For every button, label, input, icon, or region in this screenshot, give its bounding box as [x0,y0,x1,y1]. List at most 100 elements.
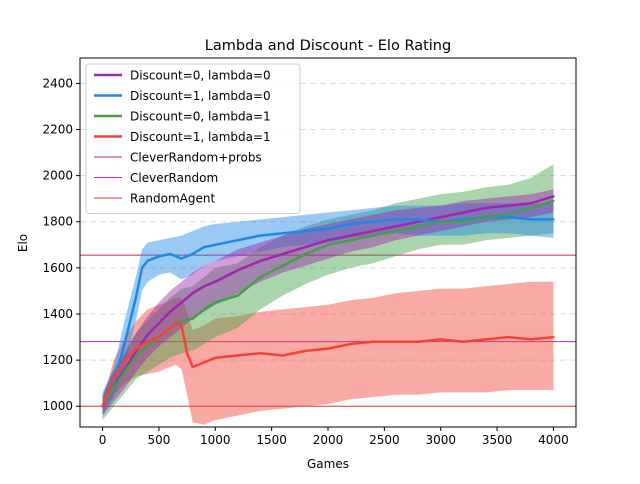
x-tick-label: 3000 [425,433,456,447]
data-point [281,232,285,235]
data-point [146,340,149,343]
data-point [191,365,194,369]
x-axis-label: Games [307,457,349,471]
data-point [326,347,330,350]
data-point [371,340,375,343]
data-point [259,275,262,279]
data-point [349,342,352,346]
data-point [236,238,240,242]
data-point [462,211,465,214]
y-tick-label: 1200 [42,353,73,367]
data-point [371,229,375,233]
data-point [202,285,206,288]
legend-label: Discount=1, lambda=1 [130,130,271,144]
data-point [371,234,375,237]
x-tick-label: 1500 [256,433,287,447]
data-point [259,352,262,355]
data-point [394,229,397,233]
data-point [146,259,149,263]
data-point [326,243,330,247]
data-point [462,218,465,221]
data-point [529,218,533,221]
data-point [180,301,183,304]
data-point [552,195,555,198]
legend-label: CleverRandom+probs [130,151,262,165]
data-point [462,340,465,343]
data-point [462,220,465,223]
data-point [507,335,510,339]
y-axis-label: Elo [16,234,30,252]
data-point [259,259,262,263]
data-point [349,234,352,237]
data-point [416,218,420,221]
legend-label: Discount=0, lambda=0 [130,69,271,83]
data-point [180,319,183,323]
data-point [180,257,183,260]
x-tick-label: 2500 [369,433,400,447]
data-point [304,252,307,256]
data-point [326,238,330,242]
data-point [507,204,510,207]
data-point [191,317,194,320]
data-point [202,245,206,249]
data-point [135,354,138,357]
data-point [191,252,194,256]
data-point [185,352,189,355]
data-point [281,252,285,256]
data-point [191,292,194,295]
series-line [101,199,554,407]
data-point [507,213,510,217]
x-tick-label: 1000 [200,433,231,447]
data-point [529,338,533,341]
data-point [123,358,127,362]
data-point [349,238,352,242]
legend-label: Discount=0, lambda=1 [130,110,271,124]
x-tick-label: 0 [99,433,107,447]
data-point [304,349,307,353]
x-tick-label: 500 [147,433,170,447]
data-point [371,220,375,223]
data-point [135,347,138,350]
data-point [101,405,104,408]
data-point [507,215,510,219]
data-point [214,356,217,360]
data-point [416,340,420,343]
data-point [236,268,240,272]
data-point [394,225,397,228]
series-line [101,195,554,407]
x-tick-label: 3500 [482,433,513,447]
data-point [202,308,206,311]
data-point [529,206,533,210]
data-point [214,301,217,304]
data-point [281,354,285,357]
data-point [259,234,262,237]
data-point [484,215,488,219]
data-point [326,227,330,230]
confidence-band [102,281,554,425]
data-point [439,338,442,341]
x-tick-label: 2000 [313,433,344,447]
series-line [101,321,554,407]
data-point [174,322,178,325]
data-point [146,333,149,336]
x-tick-label: 4000 [538,433,569,447]
data-point [168,326,172,330]
legend-box [85,63,301,214]
data-point [135,294,138,297]
data-point [281,264,285,267]
data-point [529,202,533,205]
y-tick-label: 2400 [42,76,73,90]
data-point [439,215,442,219]
legend: Discount=0, lambda=0 Discount=1, lambda=0… [85,63,301,214]
data-point [349,222,352,226]
data-point [416,225,420,228]
data-point [180,324,183,327]
data-point [214,280,217,283]
chart-title: Lambda and Discount - Elo Rating [205,38,451,54]
data-point [123,370,127,373]
data-point [112,377,116,380]
data-point [484,338,488,341]
legend-label: RandomAgent [130,192,215,206]
data-point [123,340,127,343]
